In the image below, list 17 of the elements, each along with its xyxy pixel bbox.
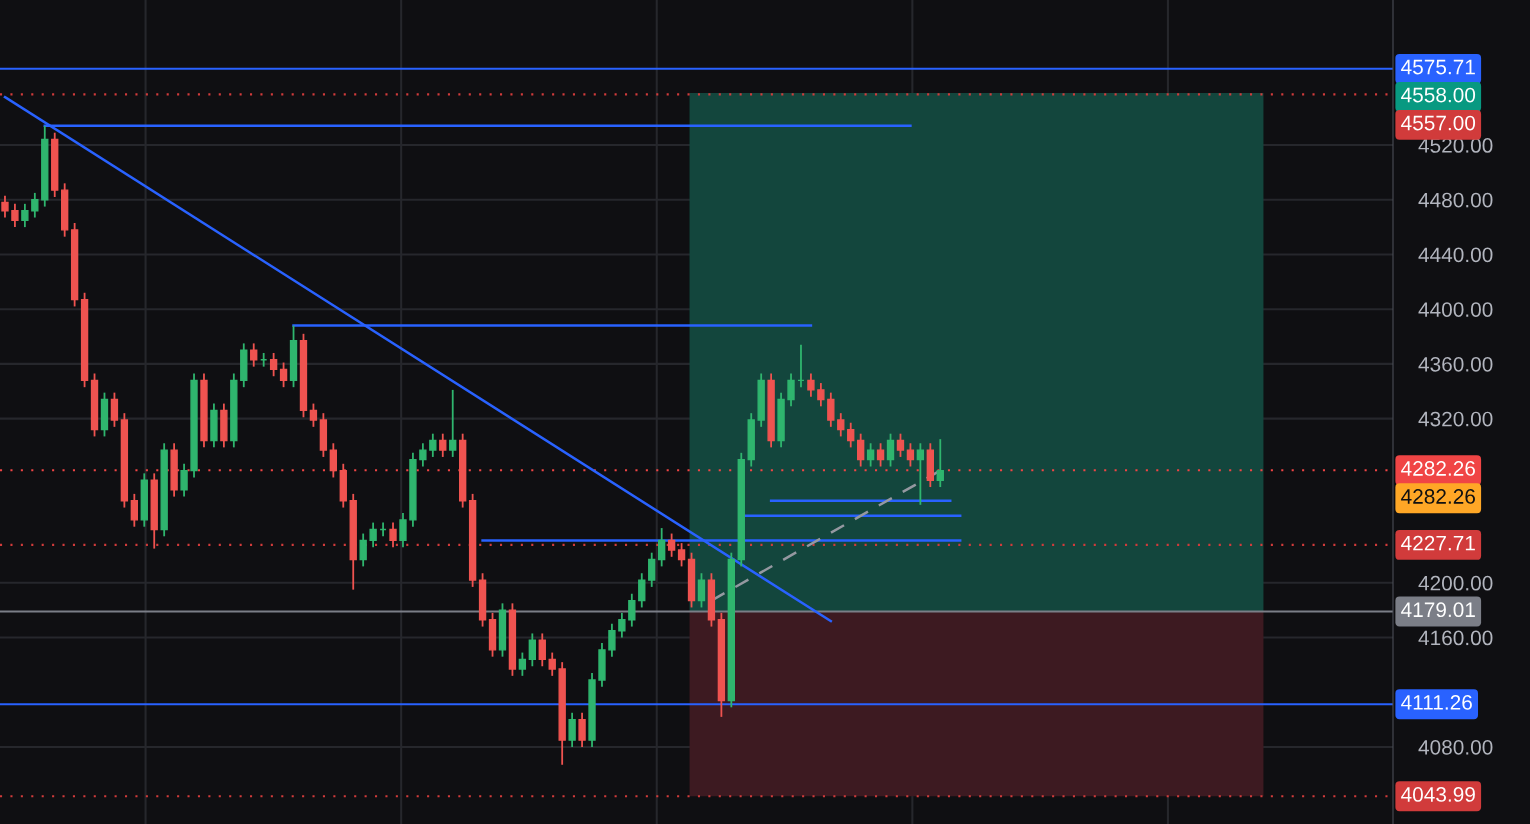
y-tick-label: 4160.00 xyxy=(1418,630,1493,646)
text: 4282.26 xyxy=(1401,489,1475,504)
y-tick-label: 4400.00 xyxy=(1418,302,1493,317)
y-tick-label: 4480.00 xyxy=(1418,192,1493,208)
ref-line-label: 4557.00 xyxy=(1401,115,1476,131)
ref-line-label: 4575.71 xyxy=(1401,59,1475,75)
ref-line-label: 4043.99 xyxy=(1401,787,1475,802)
y-tick-label: 4080.00 xyxy=(1418,739,1493,755)
y-tick-label: 4200.00 xyxy=(1418,575,1493,591)
ref-line-label: 4179.01 xyxy=(1401,602,1475,618)
y-tick-label: 4320.00 xyxy=(1418,411,1493,427)
y-tick-label: 4440.00 xyxy=(1418,247,1493,263)
ref-line-label: 4227.71 xyxy=(1401,535,1475,551)
text: 4558.00 xyxy=(1401,87,1476,103)
ref-line-label: 4111.26 xyxy=(1401,695,1472,710)
y-tick-label: 4360.00 xyxy=(1418,356,1493,372)
ref-line-label: 4282.26 xyxy=(1401,461,1475,476)
